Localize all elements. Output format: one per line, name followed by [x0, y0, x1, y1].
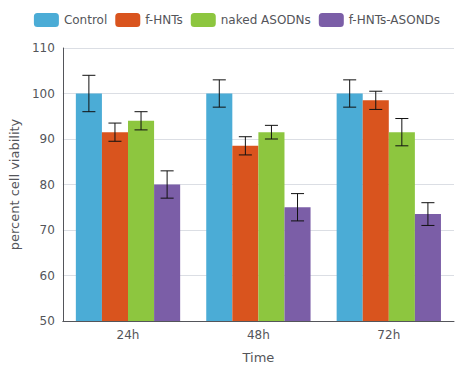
svg-text:80: 80	[40, 178, 55, 192]
svg-text:48h: 48h	[247, 328, 270, 342]
svg-text:72h: 72h	[377, 328, 400, 342]
svg-text:100: 100	[32, 87, 55, 101]
svg-text:Time: Time	[241, 350, 274, 365]
svg-text:f-HNTs-ASONDs: f-HNTs-ASONDs	[349, 13, 440, 27]
svg-text:70: 70	[40, 223, 55, 237]
svg-text:50: 50	[40, 314, 55, 328]
svg-text:60: 60	[40, 269, 55, 283]
svg-text:24h: 24h	[117, 328, 140, 342]
svg-text:f-HNTs: f-HNTs	[145, 13, 183, 27]
svg-text:90: 90	[40, 132, 55, 146]
svg-text:110: 110	[32, 41, 55, 55]
svg-text:naked ASODNs: naked ASODNs	[221, 13, 311, 27]
svg-text:Control: Control	[64, 13, 107, 27]
svg-text:percent cell viability: percent cell viability	[7, 118, 22, 250]
